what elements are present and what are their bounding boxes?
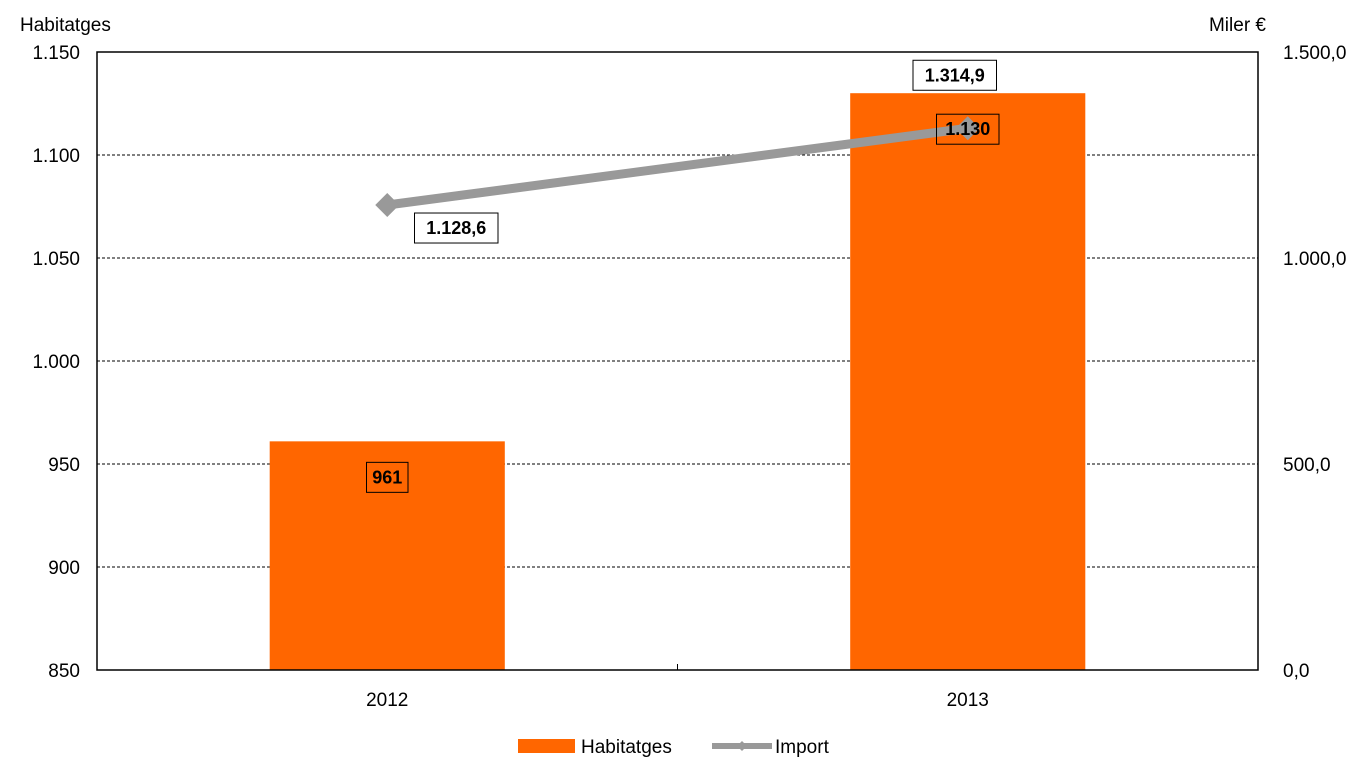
bar-label-2012-text: 961 [372,467,402,487]
y-right-tick-label-0: 0,0 [1283,661,1309,682]
legend-marker-import [737,741,747,751]
import-label-2012: 1.128,6 [414,212,499,244]
import-marker-2013 [955,116,980,141]
y-left-title: Habitatges [20,15,111,36]
legend: Habitatges Import [518,737,830,758]
y-right-tick-label-1: 500,0 [1283,455,1331,476]
y-left-tick-label-6: 1.150 [32,43,80,64]
bar-2012 [269,441,505,670]
y-left-tick-label-0: 850 [48,661,80,682]
y-left-tick-label-3: 1.000 [32,352,80,373]
bar-label-2013-box [936,113,1000,145]
axes: Habitatges Miler € 850 900 950 1.000 1.050 1.… [20,15,1346,711]
y-right-title: Miler € [1209,15,1266,36]
bar-series [269,93,1086,670]
import-label-2013-box [912,59,997,91]
y-left-tick-label-2: 950 [48,455,80,476]
legend-label-import: Import [775,737,830,758]
line-series [375,116,980,218]
y-left-tick-label-1: 900 [48,558,80,579]
bar-label-2013: 1.130 [936,113,1000,145]
import-line [386,123,969,210]
y-right-tick-label-3: 1.500,0 [1283,43,1346,64]
y-left-tick-label-5: 1.100 [32,146,80,167]
bar-label-2012-box [366,461,409,493]
legend-swatch-habitatges [518,739,575,753]
bar-label-2013-text: 1.130 [945,119,990,139]
bar-2013 [850,93,1086,670]
import-label-2012-text: 1.128,6 [426,218,486,238]
x-tick-label-0: 2012 [366,690,408,711]
x-tick-label-1: 2013 [947,690,989,711]
y-left-tick-label-4: 1.050 [32,249,80,270]
import-label-2013-text: 1.314,9 [925,65,985,85]
bar-label-2012: 961 [366,461,409,493]
y-right-tick-label-2: 1.000,0 [1283,249,1346,270]
data-labels: 961 1.130 1.128,6 1.314,9 [366,59,1000,493]
import-label-2013: 1.314,9 [912,59,997,91]
legend-label-habitatges: Habitatges [581,737,672,758]
import-label-2012-box [414,212,499,244]
import-marker-2012 [375,193,400,218]
